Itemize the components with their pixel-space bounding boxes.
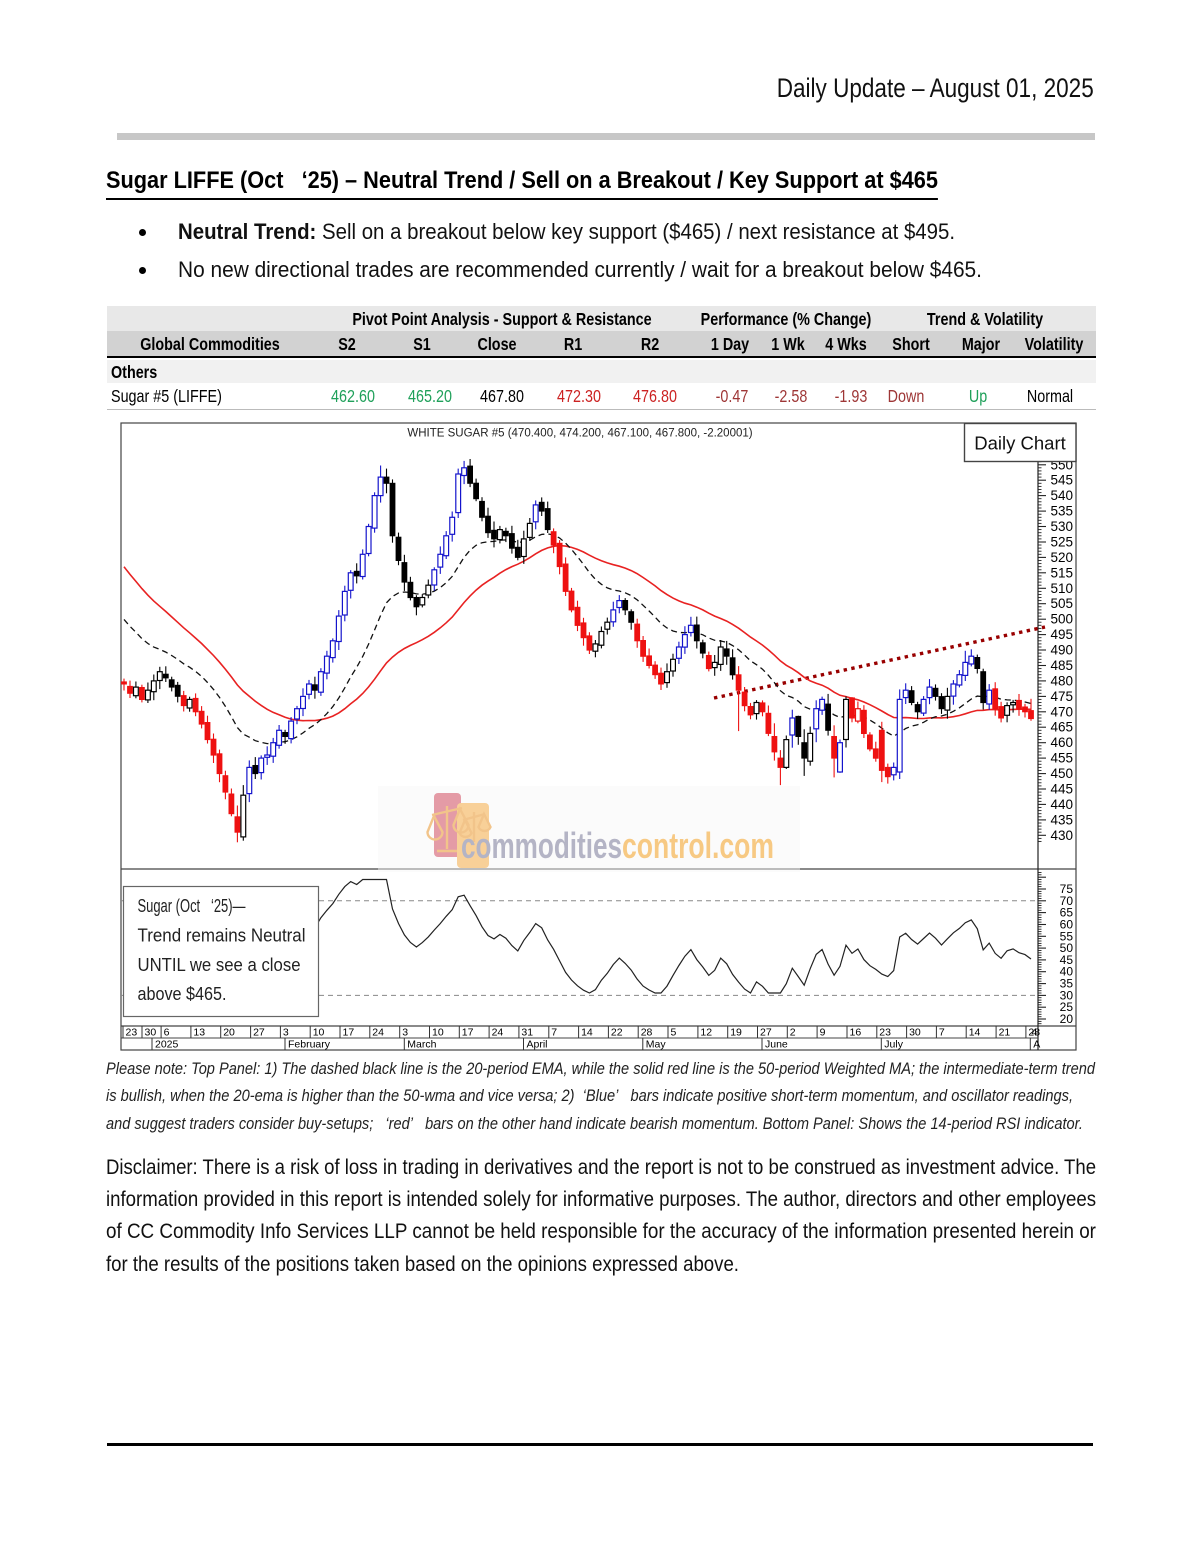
svg-text:7: 7 <box>939 1027 945 1039</box>
svg-text:30: 30 <box>909 1027 921 1039</box>
svg-text:Sugar (Oct ‘25)—: Sugar (Oct ‘25)— <box>138 895 246 916</box>
svg-text:65: 65 <box>1060 906 1074 920</box>
svg-text:April: April <box>527 1039 548 1051</box>
svg-text:445: 445 <box>1050 782 1073 797</box>
svg-text:14: 14 <box>969 1027 981 1039</box>
svg-text:455: 455 <box>1050 751 1073 766</box>
svg-text:24: 24 <box>372 1027 384 1039</box>
svg-text:45: 45 <box>1060 953 1074 967</box>
svg-text:10: 10 <box>313 1027 325 1039</box>
svg-text:13: 13 <box>193 1027 205 1039</box>
svg-text:17: 17 <box>343 1027 355 1039</box>
svg-text:27: 27 <box>253 1027 265 1039</box>
svg-text:50: 50 <box>1060 941 1074 955</box>
svg-text:2: 2 <box>790 1027 796 1039</box>
svg-text:525: 525 <box>1050 535 1073 550</box>
svg-text:27: 27 <box>760 1027 772 1039</box>
svg-text:31: 31 <box>521 1027 533 1039</box>
svg-text:17: 17 <box>462 1027 474 1039</box>
svg-text:490: 490 <box>1050 643 1073 658</box>
svg-text:535: 535 <box>1050 504 1073 519</box>
svg-text:3: 3 <box>402 1027 408 1039</box>
svg-text:25: 25 <box>1060 1000 1074 1014</box>
svg-text:16: 16 <box>850 1027 862 1039</box>
svg-text:21: 21 <box>999 1027 1011 1039</box>
svg-text:30: 30 <box>145 1027 157 1039</box>
svg-text:540: 540 <box>1050 488 1073 503</box>
svg-text:485: 485 <box>1050 658 1073 673</box>
svg-text:55: 55 <box>1060 929 1074 943</box>
svg-text:530: 530 <box>1050 519 1073 534</box>
svg-text:20: 20 <box>223 1027 235 1039</box>
svg-text:75: 75 <box>1060 882 1074 896</box>
svg-text:4: 4 <box>1032 1027 1038 1039</box>
svg-text:commodities: commodities <box>461 825 622 866</box>
svg-text:UNTIL we see a close: UNTIL we see a close <box>138 954 301 975</box>
svg-text:520: 520 <box>1050 550 1073 565</box>
svg-text:470: 470 <box>1050 704 1073 719</box>
svg-text:March: March <box>407 1039 436 1051</box>
svg-text:430: 430 <box>1050 828 1073 843</box>
svg-text:28: 28 <box>1028 1027 1040 1039</box>
svg-text:July: July <box>884 1039 903 1051</box>
svg-text:23: 23 <box>879 1027 891 1039</box>
svg-text:40: 40 <box>1060 965 1074 979</box>
svg-text:23: 23 <box>126 1027 138 1039</box>
svg-text:Trend remains Neutral: Trend remains Neutral <box>138 924 306 945</box>
svg-text:60: 60 <box>1060 918 1074 932</box>
svg-text:May: May <box>646 1039 667 1051</box>
svg-text:19: 19 <box>730 1027 742 1039</box>
svg-text:12: 12 <box>700 1027 712 1039</box>
svg-text:440: 440 <box>1050 797 1073 812</box>
svg-text:Daily Chart: Daily Chart <box>974 433 1066 454</box>
svg-text:510: 510 <box>1050 581 1073 596</box>
svg-text:6: 6 <box>164 1027 170 1039</box>
svg-text:June: June <box>765 1039 788 1051</box>
svg-text:35: 35 <box>1060 977 1074 991</box>
svg-text:30: 30 <box>1060 988 1074 1002</box>
svg-text:70: 70 <box>1060 894 1074 908</box>
svg-text:10: 10 <box>432 1027 444 1039</box>
svg-text:450: 450 <box>1050 766 1073 781</box>
svg-text:460: 460 <box>1050 735 1073 750</box>
svg-text:WHITE SUGAR #5 (470.400, 474.2: WHITE SUGAR #5 (470.400, 474.200, 467.10… <box>407 428 752 440</box>
svg-text:545: 545 <box>1050 473 1073 488</box>
svg-text:control.com: control.com <box>622 825 774 866</box>
svg-text:20: 20 <box>1060 1012 1074 1026</box>
svg-text:above $465.: above $465. <box>138 983 227 1004</box>
svg-text:500: 500 <box>1050 612 1073 627</box>
svg-text:7: 7 <box>551 1027 557 1039</box>
svg-text:3: 3 <box>283 1027 289 1039</box>
svg-text:14: 14 <box>581 1027 593 1039</box>
svg-text:5: 5 <box>671 1027 677 1039</box>
svg-text:February: February <box>288 1039 331 1051</box>
svg-text:A: A <box>1033 1039 1040 1051</box>
svg-text:475: 475 <box>1050 689 1073 704</box>
svg-text:435: 435 <box>1050 812 1073 827</box>
svg-text:28: 28 <box>641 1027 653 1039</box>
svg-text:9: 9 <box>820 1027 826 1039</box>
svg-text:495: 495 <box>1050 627 1073 642</box>
svg-text:465: 465 <box>1050 720 1073 735</box>
svg-text:2025: 2025 <box>155 1039 179 1051</box>
svg-text:505: 505 <box>1050 596 1073 611</box>
svg-text:515: 515 <box>1050 565 1073 580</box>
svg-text:22: 22 <box>611 1027 623 1039</box>
svg-text:24: 24 <box>492 1027 504 1039</box>
svg-text:480: 480 <box>1050 673 1073 688</box>
